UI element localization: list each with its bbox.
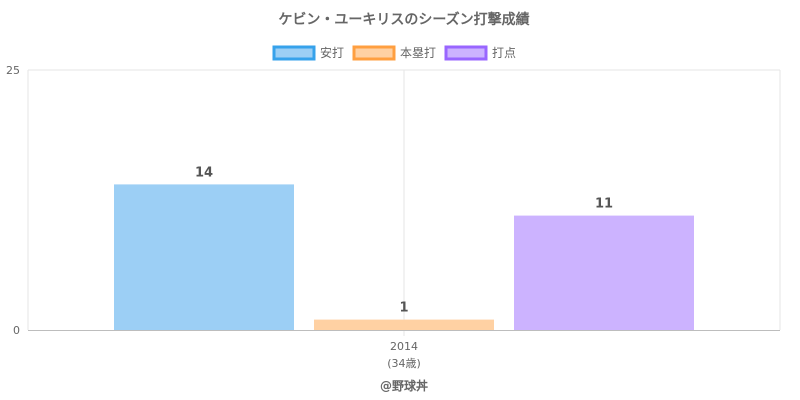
legend: 安打 本塁打 打点 [272, 45, 516, 61]
credit-text: @野球丼 [380, 378, 428, 393]
legend-swatch-3[interactable] [444, 45, 488, 61]
legend-label-2[interactable]: 本塁打 [400, 46, 436, 60]
x-tick-sublabel: (34歳) [387, 357, 421, 370]
legend-swatch-1[interactable] [272, 45, 316, 61]
y-tick-label-top: 25 [6, 64, 20, 77]
legend-label-1[interactable]: 安打 [320, 45, 344, 60]
bar-2[interactable] [314, 319, 494, 330]
chart-title: ケビン・ユーキリスのシーズン打撃成績 [278, 11, 529, 28]
x-tick-label: 2014 [390, 340, 418, 353]
data-label-2: 1 [399, 301, 408, 316]
data-label-1: 14 [195, 165, 213, 180]
data-label-3: 11 [595, 197, 613, 212]
legend-label-3[interactable]: 打点 [492, 46, 516, 60]
legend-swatch-2[interactable] [352, 45, 396, 61]
y-tick-label-bottom: 0 [13, 324, 20, 337]
grid [27, 69, 781, 336]
bar-3[interactable] [514, 215, 694, 330]
bar-1[interactable] [114, 184, 294, 330]
